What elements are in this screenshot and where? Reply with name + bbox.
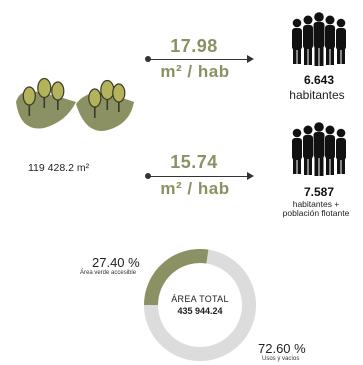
trees-on-leaf-icon [16,78,134,131]
trees-right [88,79,126,118]
ratio-bottom-arrow [145,172,254,180]
people-group-icon [292,122,346,176]
donut-other-percent: 72.60 % [258,341,306,356]
green-area-label: 119 428.2 m² [28,162,90,174]
population-top-label: habitantes [289,88,345,102]
donut-accessible-percent: 27.40 % [92,255,140,270]
people-group-icon [292,12,346,66]
population-top-count: 6.643 [303,73,335,87]
ratio-bottom-value: 15.74 [170,152,218,172]
population-bottom-label-line1: habitantes + [292,199,340,209]
donut-segment-accessible [144,249,209,306]
area-donut-chart [144,249,256,361]
ratio-top-value: 17.98 [170,36,218,56]
donut-other-label: Usos y vacíos [262,356,300,362]
ratio-bottom-unit: m² / hab [160,179,230,198]
donut-total-title: ÁREA TOTAL [171,294,229,304]
population-bottom-count: 7.587 [303,185,335,199]
donut-accessible-label: Área verde accesible [80,270,137,276]
ratio-top-arrow [145,55,254,63]
population-bottom-label-line2: población flotante [282,208,350,218]
trees-left [22,78,65,116]
donut-total-value: 435 944.24 [177,306,223,316]
ratio-top-unit: m² / hab [160,62,230,81]
